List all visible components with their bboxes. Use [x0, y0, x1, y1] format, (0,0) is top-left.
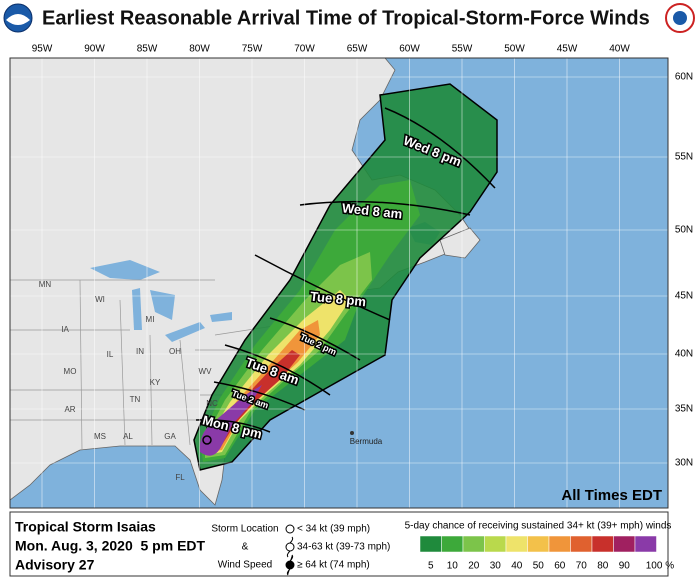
longitude-label: 90W: [84, 44, 105, 55]
legend-heading: Wind Speed: [218, 560, 272, 571]
scale-label: 30: [490, 561, 502, 572]
longitude-label: 70W: [294, 44, 315, 55]
state-label: KY: [150, 378, 161, 387]
axis-labels: 95W 90W 85W 80W 75W 70W 65W 60W 55W 50W 45W 40W 60N 5…: [32, 44, 693, 469]
scale-label: 10: [447, 561, 459, 572]
state-label: TN: [130, 395, 141, 404]
scale-label: 50: [533, 561, 545, 572]
state-label: OH: [169, 347, 181, 356]
state-label: GA: [164, 432, 176, 441]
scale-swatch: [441, 535, 464, 553]
arrival-label: Tue 8 pm: [309, 289, 366, 310]
longitude-label: 80W: [189, 44, 210, 55]
time-note: All Times EDT: [561, 487, 662, 504]
latitude-label: 45N: [675, 291, 693, 302]
latitude-label: 40N: [675, 349, 693, 360]
symbol-label: ≥ 64 kt (74 mph): [297, 560, 370, 571]
isochrones: [195, 107, 496, 433]
state-label: WV: [199, 367, 213, 376]
latitude-label: 60N: [675, 72, 693, 83]
issued: Mon. Aug. 3, 2020 5 pm EDT: [15, 538, 206, 554]
scale-swatch: [613, 535, 636, 553]
probability-title: 5-day chance of receiving sustained 34+ …: [405, 521, 672, 532]
symbol-hurricane: [285, 554, 295, 576]
state-label: IN: [136, 347, 144, 356]
place-label: Bermuda: [350, 437, 383, 446]
latitude-label: 50N: [675, 225, 693, 236]
storm-symbol: [202, 435, 212, 445]
map-layers: MN WI MI IA IL IN OH MO KY WV AR TN MS AL GA FL NC Bermud…: [10, 58, 668, 508]
state-label: MN: [39, 280, 52, 289]
state-label: MO: [64, 367, 77, 376]
state-label: WI: [95, 295, 105, 304]
scale-label: 5: [428, 561, 434, 572]
scale-swatch: [570, 535, 593, 553]
state-label: IL: [107, 350, 114, 359]
latitude-label: 30N: [675, 458, 693, 469]
state-label: FL: [175, 473, 185, 482]
scale-label: 20: [468, 561, 480, 572]
state-label: NC: [206, 399, 218, 408]
lake-erie: [165, 322, 205, 342]
longitude-label: 60W: [399, 44, 420, 55]
scale-swatch: [634, 535, 657, 553]
graticule: [10, 58, 668, 508]
lake-michigan: [132, 288, 142, 330]
state-label: AR: [64, 405, 75, 414]
lake-ontario: [210, 312, 232, 322]
probability-scale: 5 10 20 30 40 50 60 70 80 90 100 %: [419, 535, 674, 572]
longitude-label: 55W: [452, 44, 473, 55]
symbol-storm: [285, 536, 295, 558]
longitude-label: 45W: [557, 44, 578, 55]
lake-superior: [90, 260, 160, 280]
scale-swatch: [484, 535, 507, 553]
scale-label: 40: [511, 561, 523, 572]
longitude-label: 40W: [609, 44, 630, 55]
symbol-label: < 34 kt (39 mph): [297, 524, 370, 535]
state-label: AL: [123, 432, 133, 441]
scale-swatch: [505, 535, 528, 553]
scale-swatch: [462, 535, 485, 553]
bermuda-dot: [350, 431, 354, 435]
noaa-logo-mark: [6, 14, 30, 25]
map-frame: [9, 57, 669, 509]
latitude-label: 35N: [675, 404, 693, 415]
lake-huron: [150, 290, 175, 320]
legend-heading: Storm Location: [211, 524, 278, 535]
scale-swatch: [527, 535, 550, 553]
advisory: Advisory 27: [15, 557, 95, 573]
latitude-label: 55N: [675, 152, 693, 163]
longitude-label: 75W: [242, 44, 263, 55]
symbol-label: 34-63 kt (39-73 mph): [297, 542, 390, 553]
legend-heading: &: [242, 542, 249, 553]
scale-label: 90: [619, 561, 631, 572]
scale-swatch: [548, 535, 571, 553]
scale-swatch: [591, 535, 614, 553]
longitude-label: 65W: [347, 44, 368, 55]
state-label: IA: [61, 325, 69, 334]
scale-label: 70: [576, 561, 588, 572]
longitude-label: 95W: [32, 44, 53, 55]
scale-label: 80: [597, 561, 609, 572]
longitude-label: 50W: [504, 44, 525, 55]
symbol-depression: [285, 524, 295, 534]
state-label: MI: [146, 315, 155, 324]
title: Earliest Reasonable Arrival Time of Trop…: [42, 7, 650, 29]
scale-swatch: [419, 535, 442, 553]
storm-name: Tropical Storm Isaias: [15, 519, 156, 535]
longitude-label: 85W: [137, 44, 158, 55]
swath-100: [199, 385, 262, 456]
state-label: MS: [94, 432, 106, 441]
scale-label: 60: [554, 561, 566, 572]
scale-label: 100 %: [646, 561, 674, 572]
nws-logo-mark: [673, 11, 687, 25]
